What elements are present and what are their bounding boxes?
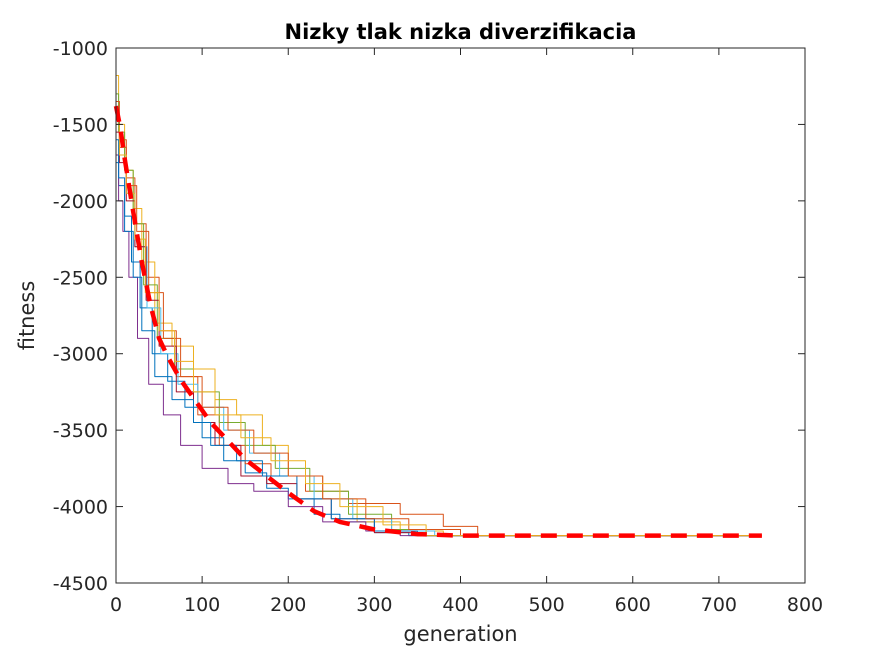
x-tick-label: 700: [701, 594, 737, 616]
x-tick-label: 600: [615, 594, 651, 616]
y-tick-label: -2500: [53, 267, 108, 289]
run-series-line-8: [116, 139, 762, 537]
y-tick-label: -4000: [53, 497, 108, 519]
x-tick-label: 100: [184, 594, 220, 616]
x-axis-label: generation: [403, 622, 517, 646]
y-tick-label: -3500: [53, 420, 108, 442]
run-series-line-10: [116, 123, 762, 537]
y-tick-label: -1000: [53, 38, 108, 60]
x-tick-label: 400: [442, 594, 478, 616]
run-series-line-1: [116, 162, 762, 537]
x-tick-label: 200: [270, 594, 306, 616]
mean-series-line: [113, 105, 762, 538]
chart-title: Nizky tlak nizka diverzifikacia: [285, 20, 637, 44]
x-tick-label: 300: [356, 594, 392, 616]
x-tick-label: 0: [110, 594, 122, 616]
y-tick-label: -4500: [53, 573, 108, 595]
y-tick-label: -2000: [53, 191, 108, 213]
y-tick-label: -3000: [53, 344, 108, 366]
plot-area: [116, 48, 805, 583]
tick-layer: 0 100 200 300 400 500 600 700 800 -4500 -4000 -3500…: [53, 38, 823, 616]
y-axis-label: fitness: [15, 281, 39, 351]
y-tick-label: -1500: [53, 114, 108, 136]
series-layer: [113, 75, 762, 538]
x-tick-label: 500: [528, 594, 564, 616]
x-tick-label: 800: [787, 594, 823, 616]
